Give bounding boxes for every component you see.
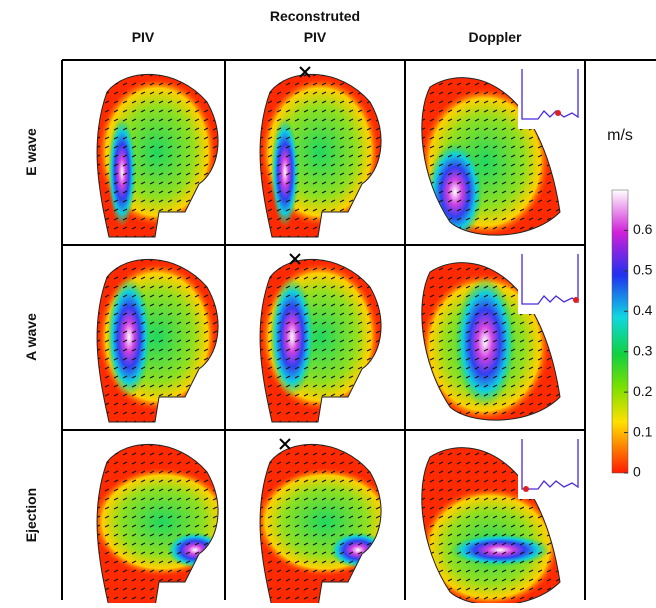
row-label: Ejection — [23, 488, 39, 542]
inset-bg — [518, 252, 584, 314]
flow-image — [67, 247, 237, 432]
colorbar-tick-label: 0 — [633, 464, 641, 480]
flow-field — [230, 247, 400, 432]
doppler-inset — [518, 67, 584, 129]
vector-field — [230, 247, 400, 432]
colorbar-tick-label: 0.5 — [633, 262, 653, 278]
flow-field — [67, 62, 237, 247]
inset-marker — [523, 486, 529, 492]
vector-field — [230, 62, 400, 247]
column-header: Doppler — [469, 29, 522, 45]
flow-field — [230, 62, 400, 247]
vector-field — [67, 62, 237, 247]
column-header: Reconstruted — [270, 8, 360, 24]
colorbar-tick-label: 0.3 — [633, 342, 653, 358]
colorbar-tick-label: 0.2 — [633, 383, 653, 399]
flow-field — [230, 432, 400, 603]
flow-image — [410, 62, 584, 247]
flow-image — [410, 247, 584, 432]
column-header: PIV — [132, 29, 155, 45]
row-label: E wave — [23, 128, 39, 176]
inset-bg — [518, 67, 584, 129]
doppler-inset — [518, 252, 584, 314]
flow-image — [67, 432, 237, 603]
colorbar-label: m/s — [607, 127, 633, 144]
flow-image — [410, 432, 584, 603]
flow-field — [67, 432, 237, 603]
colorbar-tick-label: 0.1 — [633, 423, 653, 439]
flow-image — [230, 247, 400, 432]
flow-image — [230, 432, 400, 603]
colorbar-tick-label: 0.6 — [633, 221, 653, 237]
figure: m/s PIV Reconstruted PIV Doppler E wave A wav… — [0, 0, 656, 603]
vector-field — [230, 432, 400, 603]
inset-marker — [555, 110, 561, 116]
doppler-inset — [518, 437, 584, 499]
flow-image — [230, 62, 400, 247]
vector-field — [67, 432, 237, 603]
inset-marker — [573, 297, 579, 303]
x-marker — [280, 439, 290, 449]
row-label: A wave — [23, 313, 39, 361]
colorbar — [612, 190, 628, 473]
flow-image — [67, 62, 237, 247]
column-header: PIV — [304, 29, 327, 45]
colorbar-tick-label: 0.4 — [633, 302, 653, 318]
vector-field — [67, 247, 237, 432]
flow-field — [67, 247, 237, 432]
